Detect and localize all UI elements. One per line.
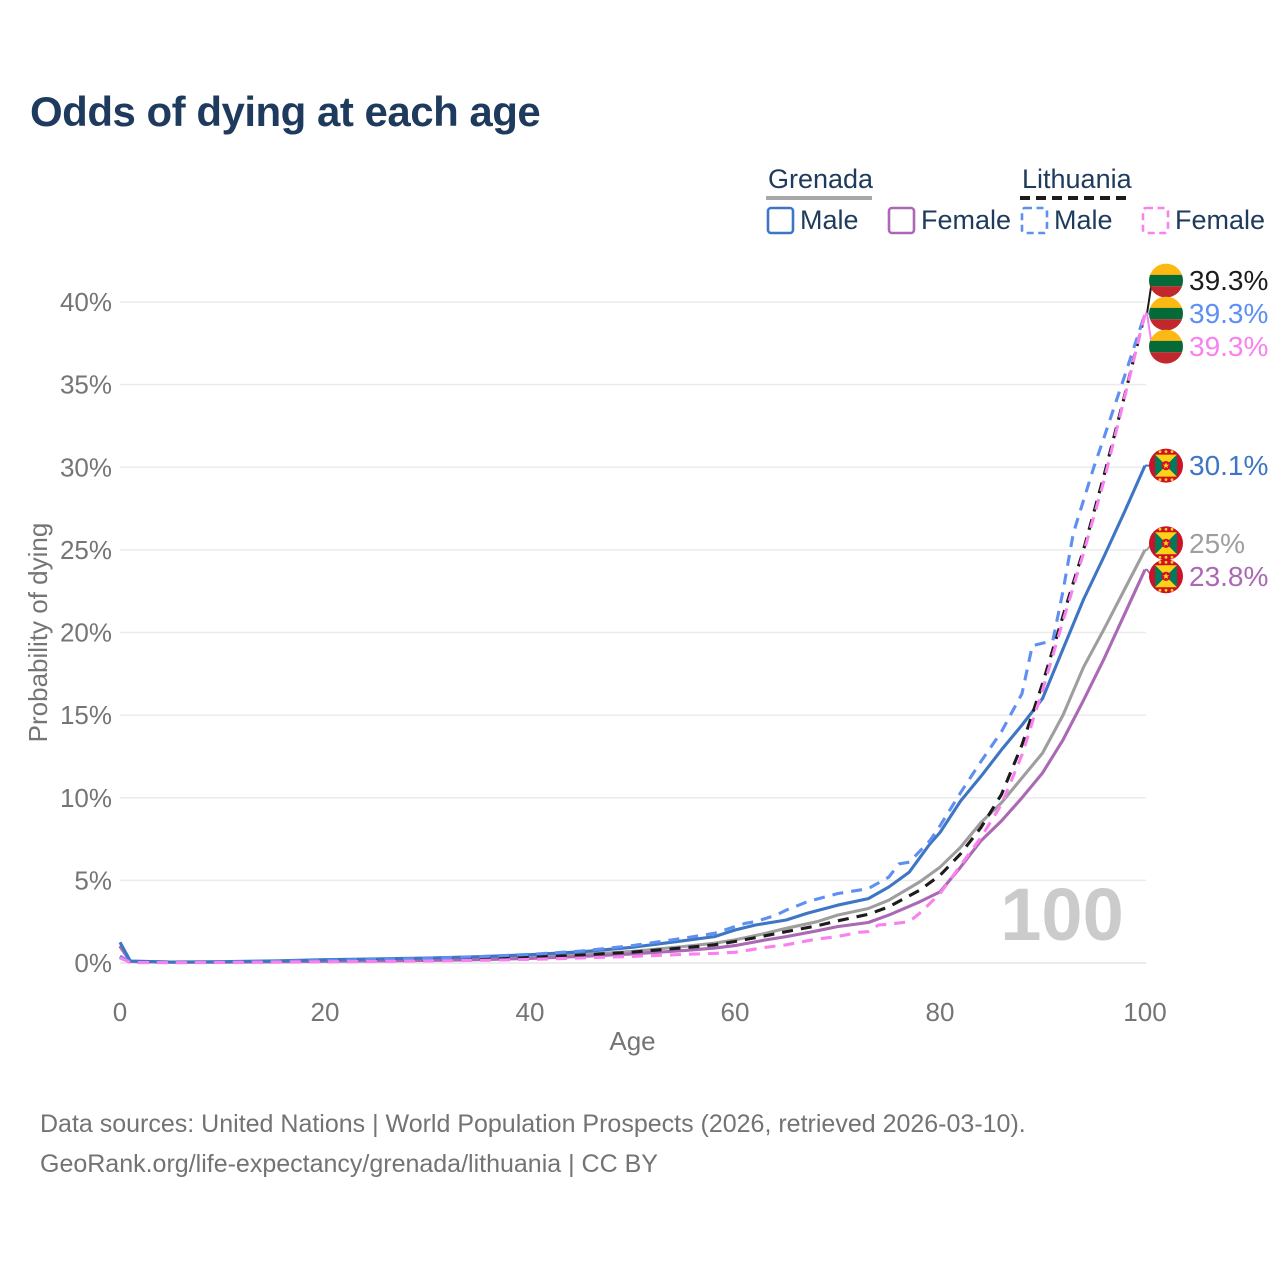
legend-country-label[interactable]: Lithuania — [1022, 164, 1133, 194]
x-tick-label: 40 — [516, 997, 545, 1027]
series-line-grenada-all[interactable] — [118, 549, 1147, 964]
series-line-lithuania-all[interactable] — [119, 313, 1147, 965]
y-tick-label: 30% — [60, 452, 112, 482]
end-label-lithuania-female: 39.3% — [1145, 312, 1268, 364]
legend-item-lithuania-male[interactable]: Male — [1020, 205, 1113, 235]
legend-item-grenada-male[interactable]: Male — [766, 205, 859, 235]
y-tick-label: 0% — [74, 948, 112, 978]
grenada-flag-icon — [1149, 526, 1183, 561]
end-value-label: 39.3% — [1189, 265, 1268, 296]
y-tick-label: 35% — [60, 370, 112, 400]
lithuania-flag-icon — [1149, 263, 1183, 298]
x-tick-label: 60 — [721, 997, 750, 1027]
end-label-lithuania-male: 39.3% — [1145, 296, 1268, 331]
legend: Grenada Male Female Lithuania Male Female — [766, 164, 1265, 235]
x-tick-label: 0 — [113, 997, 127, 1027]
series-line-grenada-male[interactable] — [118, 464, 1147, 964]
legend-item-grenada-female[interactable]: Female — [887, 205, 1011, 235]
gridlines — [120, 301, 1146, 964]
y-tick-label: 5% — [74, 865, 112, 895]
legend-item-label: Female — [1175, 205, 1265, 235]
y-tick-label: 10% — [60, 783, 112, 813]
legend-item-label: Female — [921, 205, 1011, 235]
y-tick-label: 25% — [60, 535, 112, 565]
legend-swatch[interactable] — [766, 206, 795, 235]
end-label-grenada-female: 23.8% — [1145, 559, 1268, 594]
end-labels: 39.3%39.3%39.3%30.1%25%23.8% — [1145, 263, 1268, 594]
end-value-label: 23.8% — [1189, 561, 1268, 592]
end-value-label: 39.3% — [1189, 331, 1268, 362]
grenada-flag-icon — [1149, 559, 1183, 594]
y-axis-title: Probability of dying — [23, 523, 53, 743]
x-tick-label: 80 — [926, 997, 955, 1027]
end-value-label: 39.3% — [1189, 298, 1268, 329]
series-line-lithuania-male[interactable] — [119, 313, 1147, 965]
legend-swatch[interactable] — [1141, 206, 1170, 235]
legend-item-label: Male — [1054, 205, 1113, 235]
age-hover-watermark: 100 — [1000, 873, 1123, 956]
x-tick-label: 100 — [1123, 997, 1166, 1027]
end-value-label: 25% — [1189, 528, 1245, 559]
legend-country-label[interactable]: Grenada — [768, 164, 874, 194]
lithuania-flag-icon — [1149, 329, 1183, 364]
legend-swatch[interactable] — [1020, 206, 1049, 235]
end-label-grenada-male: 30.1% — [1145, 448, 1268, 483]
end-value-label: 30.1% — [1189, 450, 1268, 481]
x-tick-label: 20 — [311, 997, 340, 1027]
end-label-grenada-all: 25% — [1145, 526, 1245, 561]
series-line-grenada-female[interactable] — [118, 569, 1147, 964]
series-line-lithuania-female[interactable] — [119, 313, 1147, 965]
chart-title: Odds of dying at each age — [30, 88, 541, 135]
footer-sources: Data sources: United Nations | World Pop… — [40, 1110, 1026, 1138]
y-tick-label: 40% — [60, 287, 112, 317]
footer: Data sources: United Nations | World Pop… — [40, 1104, 1026, 1184]
legend-item-lithuania-female[interactable]: Female — [1141, 205, 1265, 235]
footer-attribution: GeoRank.org/life-expectancy/grenada/lith… — [40, 1150, 658, 1178]
lithuania-flag-icon — [1149, 296, 1183, 331]
y-tick-label: 20% — [60, 618, 112, 648]
legend-group-lithuania: Lithuania Male Female — [1020, 164, 1265, 235]
grenada-flag-icon — [1149, 448, 1183, 483]
x-axis-title: Age — [609, 1026, 655, 1056]
legend-group-grenada: Grenada Male Female — [766, 164, 1011, 235]
legend-item-label: Male — [800, 205, 859, 235]
axes: 0% 5% 10% 15% 20% 25% 30% 35% 40% 0 20 40 60 80 100 Age… — [23, 287, 1167, 1056]
legend-swatch[interactable] — [887, 206, 916, 235]
y-tick-label: 15% — [60, 700, 112, 730]
series-lines — [118, 313, 1147, 965]
end-label-lithuania-all: 39.3% — [1145, 263, 1268, 315]
